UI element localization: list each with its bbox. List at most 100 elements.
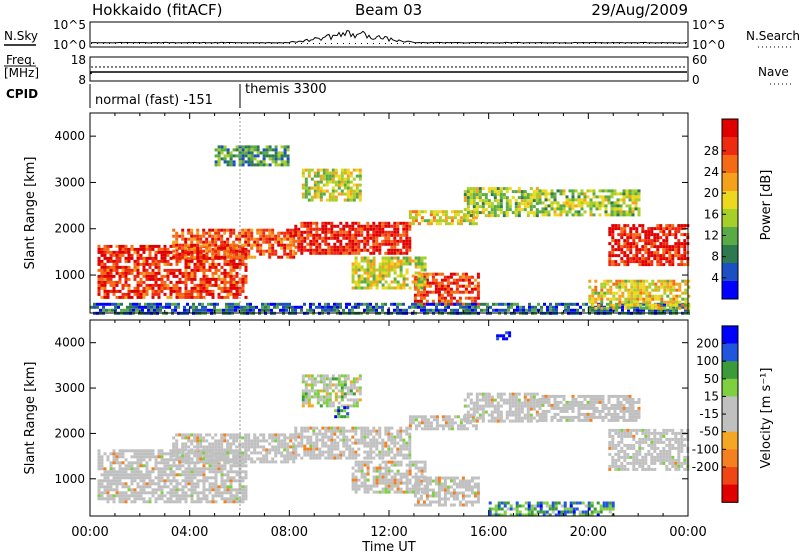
vel-echo-region bbox=[351, 460, 427, 494]
power-colorbar-segment bbox=[722, 263, 738, 282]
power-colorbar-tick-label: 28 bbox=[704, 144, 719, 158]
power-colorbar-tick-label: 16 bbox=[704, 207, 719, 221]
vel-echo-region bbox=[608, 428, 690, 471]
noise-panel-frame bbox=[89, 21, 689, 48]
noise-right-tick-bottom: 10^0 bbox=[692, 38, 725, 52]
velocity-colorbar: 200 100 50 15 -15 -50 -100 -200 bbox=[692, 325, 739, 503]
power-colorbar-segment bbox=[722, 119, 738, 138]
x-tick-label: 00:00 bbox=[71, 525, 108, 540]
vel-colorbar-segment bbox=[722, 325, 738, 344]
vel-colorbar-tick-label: -15 bbox=[699, 407, 719, 421]
vel-echo-region bbox=[97, 449, 248, 504]
vel-echo-region bbox=[334, 406, 350, 419]
power-echo-region bbox=[351, 256, 427, 290]
power-ytick-label: 3000 bbox=[54, 175, 85, 189]
power-colorbar-tick-label: 4 bbox=[711, 271, 719, 285]
power-echo-region bbox=[214, 145, 290, 167]
vel-echo-region bbox=[488, 501, 615, 517]
cpid-mode-1: normal (fast) -151 bbox=[95, 93, 213, 108]
velocity-echo-field bbox=[97, 331, 690, 517]
nave-label: Nave bbox=[758, 65, 789, 79]
power-panel: 1000 2000 3000 4000 Slant Range [km] 4 8 12 16… bbox=[23, 112, 774, 315]
freq-label-1: Freq. bbox=[6, 53, 36, 67]
vel-colorbar-tick-label: 15 bbox=[704, 389, 719, 403]
velocity-ylabel: Slant Range [km] bbox=[23, 362, 38, 475]
freq-right-tick-top: 60 bbox=[692, 53, 707, 67]
vel-colorbar-segment bbox=[722, 343, 738, 362]
noise-left-tick-top: 10^5 bbox=[53, 18, 86, 32]
noise-left-tick-bottom: 10^0 bbox=[53, 38, 86, 52]
freq-panel: Freq. [MHz] 18 8 60 0 Nave bbox=[4, 53, 792, 87]
power-echo-region bbox=[608, 224, 690, 267]
vel-colorbar-segment bbox=[722, 467, 738, 486]
power-colorbar-tick-label: 24 bbox=[704, 165, 719, 179]
vel-echo-region bbox=[172, 433, 296, 464]
vel-colorbar-tick-label: 50 bbox=[704, 372, 719, 386]
x-tick-label: 08:00 bbox=[271, 525, 308, 540]
vel-colorbar-segment bbox=[722, 484, 738, 503]
power-ytick-label: 2000 bbox=[54, 222, 85, 236]
freq-panel-frame bbox=[89, 56, 689, 82]
beam-title: Beam 03 bbox=[355, 1, 422, 19]
cpid-label: CPID bbox=[6, 87, 38, 101]
x-tick-label: 12:00 bbox=[370, 525, 407, 540]
power-colorbar: 4 8 12 16 20 24 28 bbox=[704, 118, 739, 300]
x-tick-label: 16:00 bbox=[470, 525, 507, 540]
vel-colorbar-segment bbox=[722, 361, 738, 380]
velocity-panel: 1000 2000 3000 4000 Slant Range [km] 00:00 0… bbox=[23, 319, 774, 554]
power-colorbar-tick-label: 12 bbox=[704, 228, 719, 242]
power-echo-region bbox=[413, 272, 480, 306]
frequency-trace bbox=[90, 71, 687, 74]
x-tick-label: 00:00 bbox=[669, 525, 706, 540]
freq-left-tick-bottom: 8 bbox=[78, 73, 86, 87]
power-echo-region bbox=[588, 279, 691, 310]
noise-sky-label: N.Sky bbox=[4, 29, 38, 43]
vel-colorbar-segment bbox=[722, 396, 738, 415]
power-colorbar-segment bbox=[722, 227, 738, 246]
noise-search-label: N.Search bbox=[746, 29, 800, 43]
power-colorbar-tick-label: 20 bbox=[704, 186, 719, 200]
power-echo-region bbox=[463, 187, 539, 218]
power-echo-region bbox=[301, 168, 362, 202]
vel-colorbar-segment bbox=[722, 378, 738, 397]
noise-right-tick-top: 10^5 bbox=[692, 18, 725, 32]
power-colorbar-segment bbox=[722, 173, 738, 192]
date-title: 29/Aug/2009 bbox=[591, 1, 688, 19]
power-colorbar-segment bbox=[722, 191, 738, 210]
vel-ytick-label: 4000 bbox=[54, 336, 85, 350]
power-echo-field bbox=[90, 145, 691, 315]
power-colorbar-label: Power [dB] bbox=[759, 170, 774, 241]
vel-colorbar-tick-label: -100 bbox=[692, 442, 719, 456]
power-echo-region bbox=[538, 189, 641, 217]
vel-colorbar-tick-label: -200 bbox=[692, 460, 719, 474]
velocity-colorbar-label: Velocity [m s⁻¹] bbox=[759, 368, 774, 469]
x-axis-label: Time UT bbox=[361, 540, 415, 554]
power-colorbar-segment bbox=[722, 209, 738, 228]
power-ylabel: Slant Range [km] bbox=[23, 157, 38, 270]
vel-echo-region bbox=[496, 331, 512, 341]
vel-colorbar-segment bbox=[722, 431, 738, 450]
vel-echo-region bbox=[463, 392, 539, 423]
power-colorbar-frame bbox=[721, 118, 739, 300]
power-echo-region bbox=[294, 221, 412, 255]
power-echo-region bbox=[172, 228, 296, 259]
vel-colorbar-tick-label: -50 bbox=[699, 425, 719, 439]
power-colorbar-segment bbox=[722, 281, 738, 300]
vel-colorbar-segment bbox=[722, 414, 738, 433]
vel-ytick-label: 3000 bbox=[54, 381, 85, 395]
vel-colorbar-tick-label: 100 bbox=[696, 354, 719, 368]
power-colorbar-segment bbox=[722, 155, 738, 174]
x-tick-label: 04:00 bbox=[171, 525, 208, 540]
cpid-panel: CPID normal (fast) -151 themis 3300 bbox=[6, 82, 327, 108]
vel-colorbar-segment bbox=[722, 449, 738, 468]
noise-sky-trace bbox=[90, 30, 688, 44]
freq-left-tick-top: 18 bbox=[71, 53, 86, 67]
vel-ytick-label: 1000 bbox=[54, 472, 85, 486]
vel-echo-region bbox=[294, 426, 412, 460]
power-colorbar-segment bbox=[722, 137, 738, 156]
power-colorbar-segment bbox=[722, 245, 738, 264]
station-title: Hokkaido (fitACF) bbox=[92, 1, 223, 19]
power-colorbar-tick-label: 8 bbox=[711, 250, 719, 264]
freq-right-tick-bottom: 0 bbox=[692, 73, 700, 87]
